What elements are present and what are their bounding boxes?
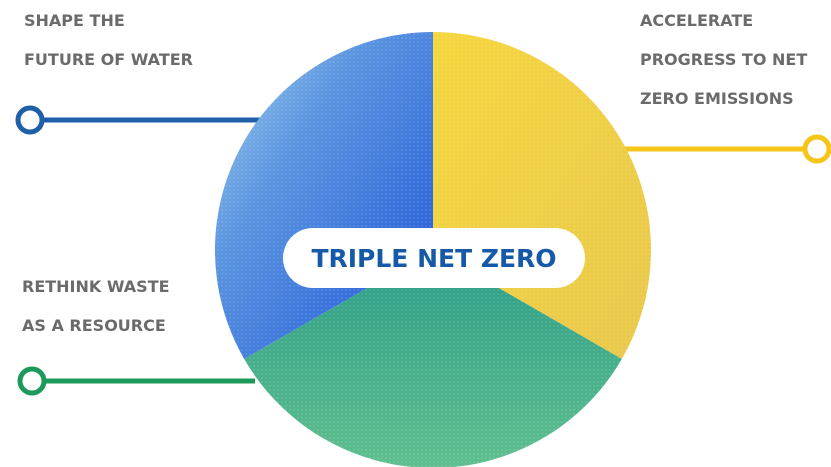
- goal-label: ZERO EMISSIONS: [640, 89, 794, 108]
- goal-label: AS A RESOURCE: [22, 316, 166, 335]
- goal-labels: SHAPE THE FUTURE OF WATER ACCELERATE PROGRE…: [22, 11, 807, 335]
- goal-label: ACCELERATE: [640, 11, 753, 30]
- center-pill: [283, 228, 585, 288]
- goal-label: RETHINK WASTE: [22, 277, 170, 296]
- node-green: [17, 366, 47, 396]
- center-label: TRIPLE NET ZERO: [311, 244, 556, 273]
- node-blue: [15, 105, 45, 135]
- node-yellow: [802, 134, 831, 164]
- goal-label: FUTURE OF WATER: [24, 50, 193, 69]
- goal-label: PROGRESS TO NET: [640, 50, 807, 69]
- goal-label: SHAPE THE: [24, 11, 125, 30]
